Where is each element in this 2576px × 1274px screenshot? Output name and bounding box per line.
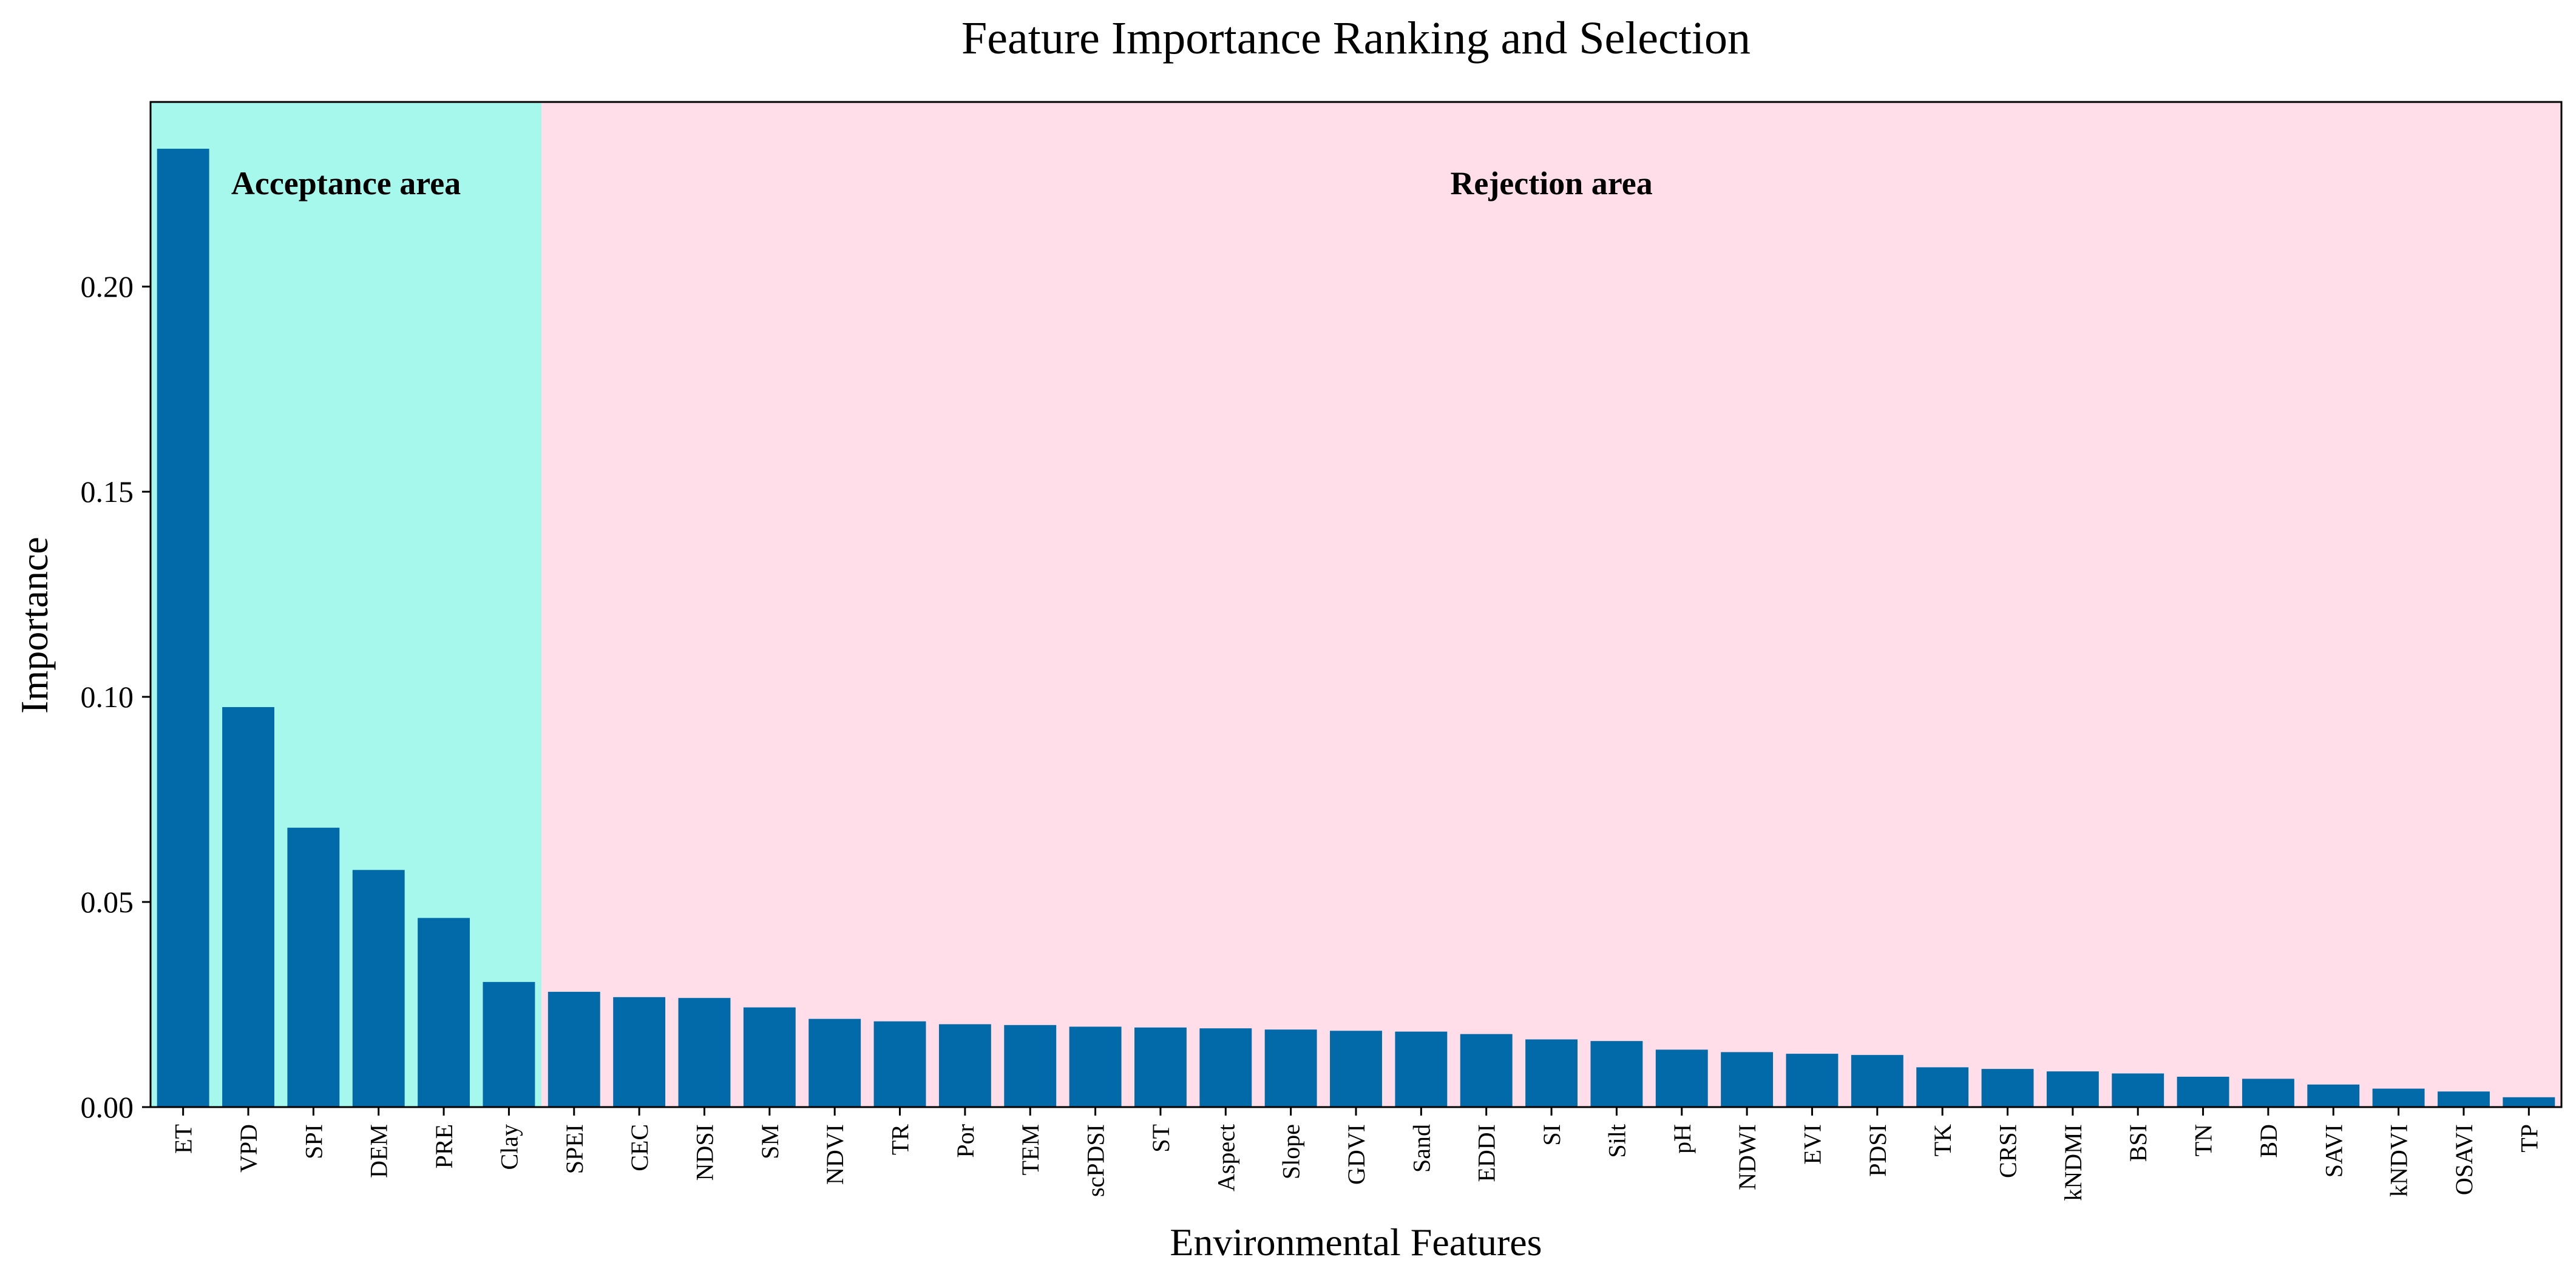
x-tick-label: GDVI bbox=[1343, 1124, 1370, 1185]
x-tick-label: BSI bbox=[2124, 1124, 2152, 1162]
x-tick-label: SPI bbox=[300, 1124, 327, 1159]
bar-kndvi bbox=[2372, 1088, 2425, 1107]
bar-ph bbox=[1655, 1049, 1708, 1107]
x-tick-label: scPDSI bbox=[1082, 1124, 1110, 1197]
bar-sand bbox=[1395, 1031, 1448, 1107]
bar-vpd bbox=[222, 706, 274, 1107]
x-tick-label: TN bbox=[2190, 1124, 2217, 1156]
bar-et bbox=[157, 149, 209, 1107]
bar-scpdsi bbox=[1069, 1026, 1122, 1107]
x-tick-label: kNDVI bbox=[2385, 1124, 2413, 1197]
shaded-regions bbox=[151, 102, 2561, 1107]
bar-bd bbox=[2242, 1079, 2294, 1107]
bar-dem bbox=[352, 870, 405, 1107]
x-tick-label: TEM bbox=[1017, 1124, 1044, 1175]
x-tick-label: Sand bbox=[1408, 1124, 1435, 1173]
y-tick-label: 0.05 bbox=[81, 885, 134, 919]
bar-cec bbox=[613, 997, 666, 1107]
x-tick-label: Aspect bbox=[1212, 1124, 1239, 1191]
bar-pre bbox=[418, 918, 470, 1107]
bar-spi bbox=[287, 827, 340, 1107]
y-tick-label: 0.20 bbox=[81, 269, 134, 303]
bar-slope bbox=[1264, 1029, 1317, 1107]
x-tick-label: ET bbox=[170, 1124, 197, 1154]
x-tick-label: NDVI bbox=[821, 1124, 849, 1185]
bar-ndwi bbox=[1721, 1052, 1774, 1107]
x-axis: ET VPD SPI DEM PRE Clay SPEI CEC NDSI SM NDVI TR Por… bbox=[170, 1107, 2543, 1201]
y-tick-label: 0.00 bbox=[81, 1090, 134, 1124]
region-rejection-area bbox=[541, 102, 2561, 1107]
x-tick-label: Silt bbox=[1603, 1124, 1630, 1158]
y-tick-label: 0.10 bbox=[81, 680, 134, 714]
bar-kndmi bbox=[2046, 1071, 2099, 1107]
x-tick-label: NDWI bbox=[1734, 1124, 1761, 1190]
bar-pdsi bbox=[1851, 1055, 1903, 1107]
x-tick-label: SM bbox=[756, 1124, 784, 1159]
chart-title: Feature Importance Ranking and Selection bbox=[961, 13, 1751, 64]
x-tick-label: SPEI bbox=[561, 1124, 588, 1174]
bar-tp bbox=[2503, 1097, 2555, 1107]
x-tick-label: Slope bbox=[1278, 1124, 1305, 1179]
x-tick-label: TK bbox=[1929, 1124, 1956, 1156]
bars bbox=[157, 149, 2555, 1107]
x-tick-label: TR bbox=[887, 1124, 914, 1155]
bar-aspect bbox=[1199, 1028, 1252, 1107]
bar-por bbox=[938, 1024, 991, 1107]
x-tick-label: PRE bbox=[430, 1124, 458, 1168]
x-tick-label: TP bbox=[2515, 1124, 2543, 1153]
bar-tk bbox=[1916, 1067, 1969, 1107]
bar-silt bbox=[1590, 1041, 1643, 1107]
x-tick-label: DEM bbox=[365, 1124, 393, 1178]
bar-ndsi bbox=[678, 998, 731, 1107]
x-tick-label: BD bbox=[2255, 1124, 2282, 1158]
x-tick-label: SI bbox=[1538, 1124, 1565, 1146]
bar-evi bbox=[1786, 1054, 1839, 1107]
x-tick-label: pH bbox=[1669, 1124, 1696, 1154]
x-tick-label: VPD bbox=[235, 1124, 262, 1173]
bar-tn bbox=[2177, 1076, 2229, 1107]
x-tick-label: Por bbox=[952, 1124, 979, 1158]
x-tick-label: EVI bbox=[1798, 1124, 1826, 1165]
bar-sm bbox=[743, 1007, 796, 1107]
bar-tem bbox=[1004, 1025, 1057, 1107]
x-tick-label: ST bbox=[1147, 1124, 1174, 1153]
x-tick-label: SAVI bbox=[2320, 1124, 2347, 1177]
y-axis-label: Importance bbox=[13, 537, 56, 713]
x-tick-label: CEC bbox=[626, 1124, 653, 1171]
region-acceptance-area bbox=[151, 102, 542, 1107]
region-labels: Acceptance area Rejection area bbox=[231, 165, 1653, 202]
y-tick-label: 0.15 bbox=[81, 475, 134, 509]
x-tick-label: Clay bbox=[495, 1124, 523, 1170]
bar-spei bbox=[547, 992, 600, 1107]
bar-tr bbox=[873, 1021, 926, 1107]
region-label-rejection-area: Rejection area bbox=[1450, 165, 1652, 202]
bar-bsi bbox=[2112, 1073, 2164, 1107]
bar-si bbox=[1525, 1039, 1578, 1107]
x-tick-label: PDSI bbox=[1864, 1124, 1891, 1177]
x-tick-label: kNDMI bbox=[2059, 1124, 2087, 1201]
x-tick-label: EDDI bbox=[1473, 1124, 1500, 1182]
x-tick-label: CRSI bbox=[1995, 1124, 2022, 1178]
bar-crsi bbox=[1981, 1069, 2034, 1107]
region-label-acceptance-area: Acceptance area bbox=[231, 165, 461, 202]
y-axis: 0.00 0.05 0.10 0.15 0.20 bbox=[81, 269, 151, 1124]
x-tick-label: OSAVI bbox=[2450, 1124, 2478, 1195]
bar-gdvi bbox=[1330, 1031, 1382, 1107]
bar-clay bbox=[483, 981, 535, 1107]
bar-ndvi bbox=[808, 1018, 861, 1107]
bar-eddi bbox=[1460, 1034, 1513, 1107]
x-axis-label: Environmental Features bbox=[1170, 1221, 1542, 1264]
bar-osavi bbox=[2438, 1091, 2490, 1107]
x-tick-label: NDSI bbox=[691, 1124, 718, 1181]
bar-st bbox=[1134, 1027, 1187, 1107]
bar-savi bbox=[2307, 1084, 2360, 1107]
